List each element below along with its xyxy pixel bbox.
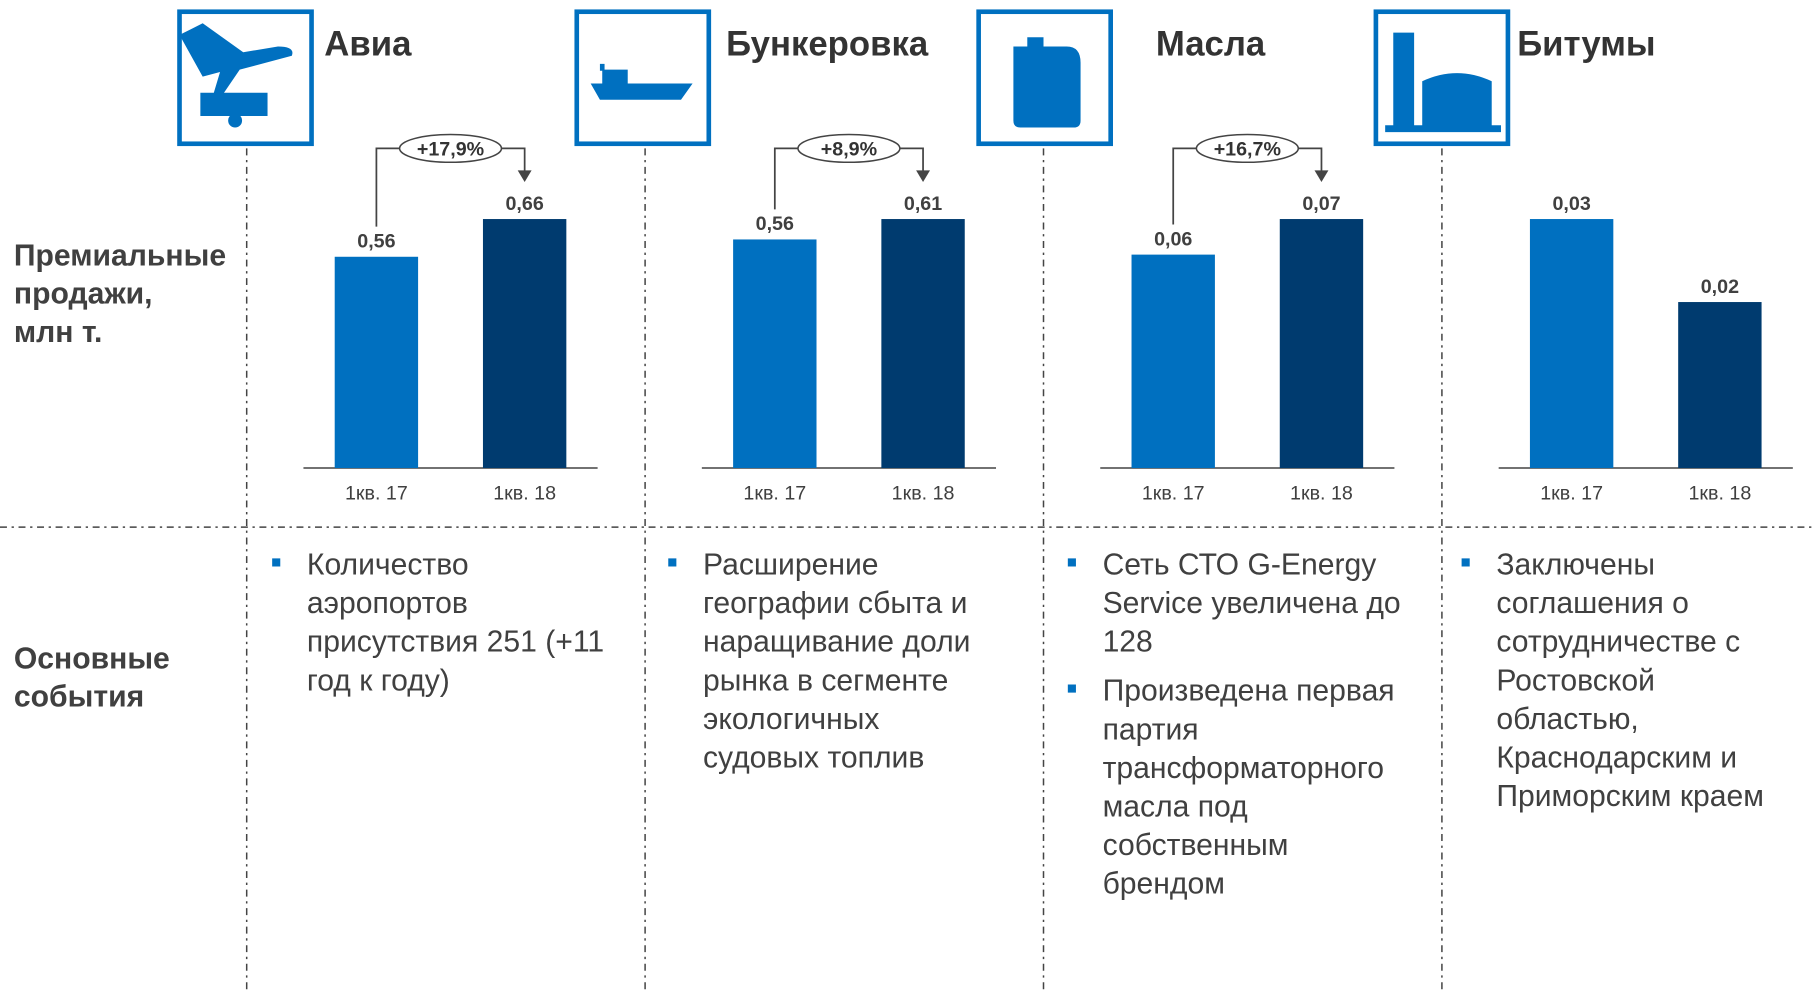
event-text: аэропортов [307,587,468,620]
bar [733,239,817,469]
event-text: год к году) [307,664,450,697]
row-label: млн т. [14,316,102,349]
growth-label: +8,9% [821,138,877,160]
event-text: собственным [1103,829,1289,862]
event-text: географии сбыта и [703,587,967,620]
event-text: Количество [307,549,469,582]
chart-title: Масла [1156,26,1266,64]
bullet [272,558,281,567]
event-text: масла под [1103,790,1249,823]
x-tick-label: 1кв. 18 [493,482,556,504]
growth-oval [398,133,503,164]
value-label: 0,03 [1552,193,1590,215]
event-text: Заключены [1496,549,1655,582]
icon-shape [590,63,693,100]
value-label: 0,61 [904,193,942,215]
event-text: партия [1103,713,1199,746]
dividers [0,148,1816,994]
event-text: соглашения о [1496,587,1689,620]
event-text: Ростовской [1496,664,1655,697]
event-text: Краснодарским и [1496,741,1737,774]
value-label: 0,56 [756,213,794,235]
event-text: Service увеличена до [1103,587,1401,620]
growth-arrow [1314,170,1329,182]
event-text: областью, [1496,703,1638,736]
growth-arrow [916,170,931,182]
event-text: 128 [1103,626,1153,659]
event-text: наращивание доли [703,626,970,659]
event-text: присутствия 251 (+11 [307,626,604,659]
row-label: Основные [14,642,170,675]
value-label: 0,56 [357,231,395,253]
bar [1678,302,1762,469]
event-text: трансформаторного [1103,752,1384,785]
event-text: брендом [1103,868,1225,901]
event-text: рынка в сегменте [703,664,948,697]
x-tick-label: 1кв. 18 [892,482,955,504]
chart-title: Битумы [1517,26,1655,64]
bar [1529,219,1614,469]
chart: Масла 0,06 1кв. 17 0,07 1кв. 18 +16,7% [976,9,1395,504]
event-text: Сеть СТО G-Energy [1103,549,1377,582]
value-label: 0,06 [1154,228,1192,250]
chart: Авиа 0,56 1кв. 17 0,66 1кв. 18 +17,9% [177,9,598,504]
icon-shape [179,23,293,116]
x-tick-label: 1кв. 17 [743,482,806,504]
bar [881,219,965,469]
icon-shape [1013,37,1081,128]
icon-shape [228,113,243,128]
event-text: Расширение [703,549,879,582]
growth-oval [797,133,901,164]
bullet [1067,558,1076,567]
x-tick-label: 1кв. 17 [345,482,408,504]
row-label: события [14,681,144,714]
x-tick-label: 1кв. 18 [1290,482,1353,504]
value-label: 0,02 [1701,276,1739,298]
growth-oval [1195,133,1300,164]
icon-shape [1385,32,1501,133]
bullet [1067,684,1076,693]
bar [334,256,419,469]
growth-arrow [517,170,532,182]
row-label: продажи, [14,278,153,311]
growth-label: +16,7% [1214,138,1281,160]
bar [1131,254,1215,469]
bullet [668,558,677,567]
row-label: Премиальные [14,239,226,272]
chart: Битумы 0,03 1кв. 17 0,02 1кв. 18 [1373,9,1793,504]
event-text: судовых топлив [703,741,924,774]
event-text: сотрудничестве с [1496,626,1740,659]
x-tick-label: 1кв. 17 [1540,482,1603,504]
icon-box [574,9,712,147]
bar [1279,219,1364,469]
chart-title: Авиа [324,26,412,64]
bar [482,219,567,469]
event-text: Произведена первая [1103,675,1395,708]
x-tick-label: 1кв. 17 [1142,482,1205,504]
bullet [1461,558,1470,567]
value-label: 0,07 [1302,193,1340,215]
chart-title: Бункеровка [726,26,929,64]
event-text: Приморским краем [1496,780,1764,813]
event-text: экологичных [703,703,879,736]
value-label: 0,66 [505,193,543,215]
x-tick-label: 1кв. 18 [1688,482,1751,504]
growth-label: +17,9% [417,138,484,160]
chart: Бункеровка 0,56 1кв. 17 0,61 1кв. 18 +8,9% [574,9,997,504]
